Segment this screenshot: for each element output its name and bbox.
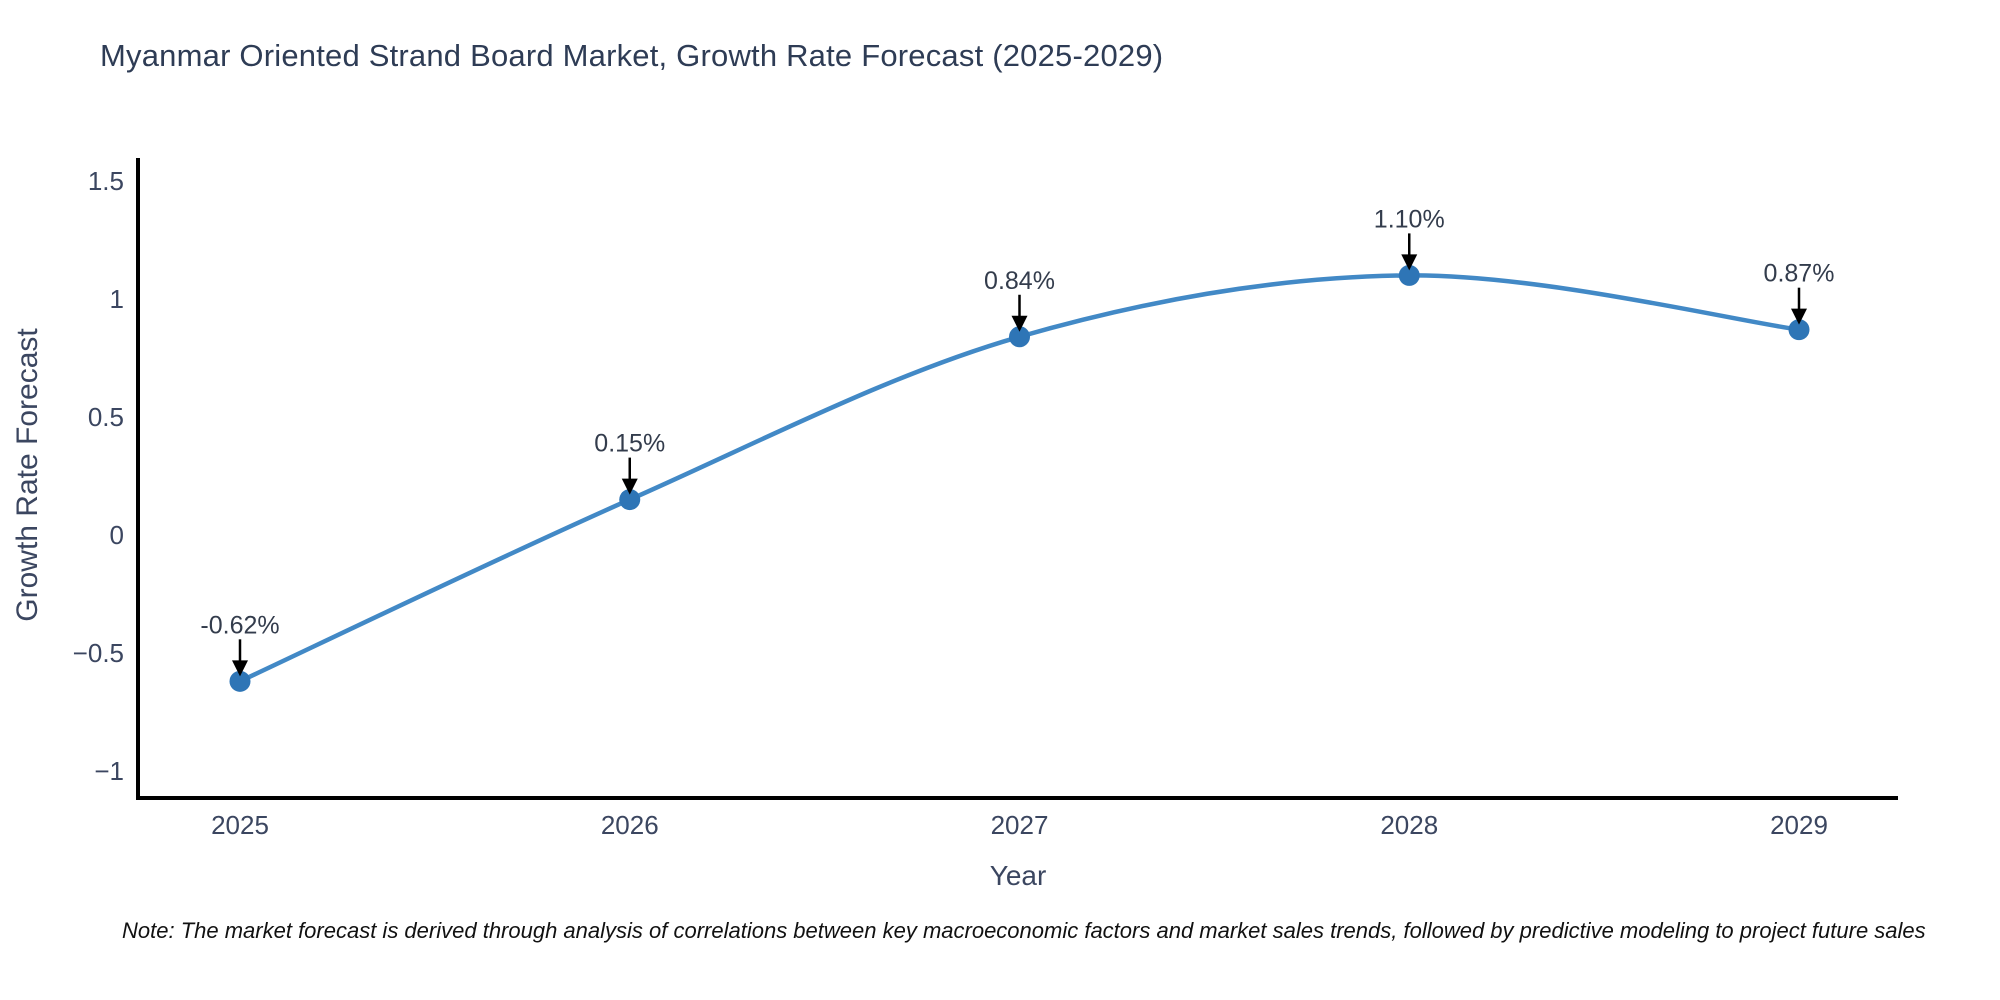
data-point-2028 — [1398, 264, 1420, 286]
data-point-2025 — [229, 670, 251, 692]
chart-note: Note: The market forecast is derived thr… — [122, 918, 1926, 943]
annotation-label-2028: 1.10% — [1374, 205, 1445, 233]
y-tick-label: 1 — [110, 284, 124, 314]
y-tick-label: 1.5 — [88, 166, 124, 196]
annotation-arrow-head — [232, 660, 248, 677]
x-tick-label: 2029 — [1770, 810, 1828, 840]
annotation-arrow-head — [621, 478, 638, 495]
y-tick-label: 0.5 — [88, 402, 124, 432]
annotation-label-2026: 0.15% — [594, 430, 665, 458]
annotation-arrow-head — [1791, 308, 1807, 325]
y-tick-label: −1 — [94, 756, 124, 786]
annotation-label-2027: 0.84% — [984, 267, 1055, 295]
data-point-2029 — [1788, 319, 1810, 341]
annotation-arrow-head — [1401, 254, 1418, 271]
y-tick-label: −0.5 — [73, 638, 124, 668]
x-tick-label: 2025 — [211, 810, 269, 840]
y-tick-label: 0 — [110, 520, 124, 550]
annotation-label-2025: -0.62% — [200, 611, 279, 639]
annotation-label-2029: 0.87% — [1764, 260, 1835, 288]
x-axis-title: Year — [989, 860, 1047, 891]
x-tick-label: 2028 — [1380, 810, 1438, 840]
chart-title: Myanmar Oriented Strand Board Market, Gr… — [100, 38, 1164, 73]
annotation-arrow-head — [1011, 315, 1028, 332]
x-tick-label: 2027 — [991, 810, 1049, 840]
data-point-2026 — [619, 489, 641, 511]
data-point-2027 — [1009, 326, 1030, 348]
x-tick-label: 2026 — [601, 810, 659, 840]
